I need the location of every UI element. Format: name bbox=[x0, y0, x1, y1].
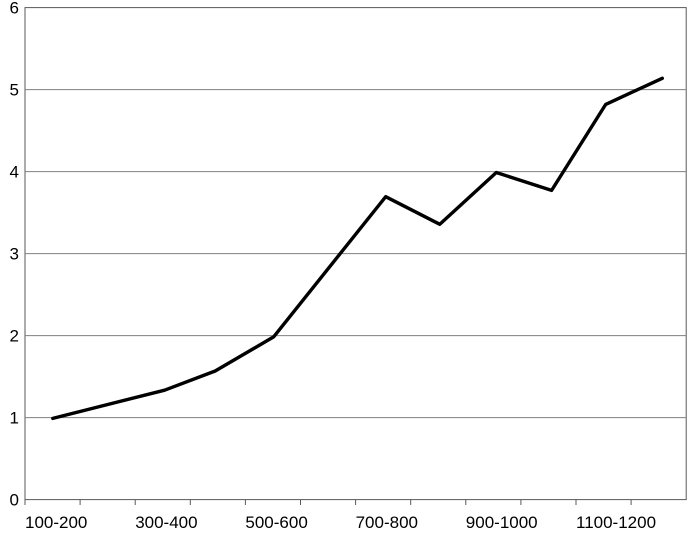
svg-text:1100-1200: 1100-1200 bbox=[576, 513, 656, 532]
svg-text:5: 5 bbox=[10, 81, 19, 100]
svg-text:100-200: 100-200 bbox=[25, 513, 87, 532]
svg-text:1: 1 bbox=[10, 409, 19, 428]
svg-text:500-600: 500-600 bbox=[245, 513, 307, 532]
svg-text:4: 4 bbox=[10, 163, 19, 182]
svg-text:6: 6 bbox=[10, 0, 19, 18]
svg-text:300-400: 300-400 bbox=[135, 513, 197, 532]
svg-text:2: 2 bbox=[10, 327, 19, 346]
svg-text:900-1000: 900-1000 bbox=[466, 513, 538, 532]
svg-text:3: 3 bbox=[10, 245, 19, 264]
svg-text:0: 0 bbox=[10, 491, 19, 510]
svg-text:700-800: 700-800 bbox=[356, 513, 418, 532]
